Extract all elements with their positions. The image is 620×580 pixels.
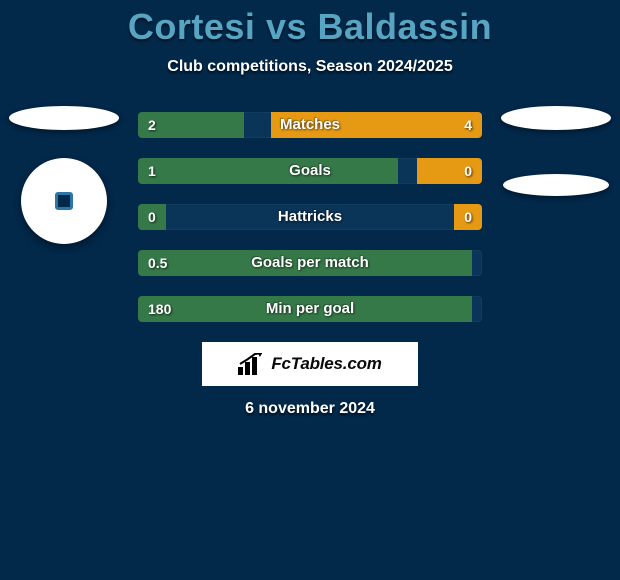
stat-row: Min per goal180 bbox=[138, 296, 482, 322]
stat-bar-left bbox=[138, 296, 472, 322]
stat-row: Matches24 bbox=[138, 112, 482, 138]
player-right-name: Baldassin bbox=[318, 6, 493, 47]
player-left-name: Cortesi bbox=[128, 6, 256, 47]
right-player-column bbox=[496, 106, 616, 196]
subtitle: Club competitions, Season 2024/2025 bbox=[0, 58, 620, 76]
page-title: Cortesi vs Baldassin bbox=[0, 6, 620, 48]
stat-bar-left bbox=[138, 250, 472, 276]
stat-bar-right bbox=[454, 204, 482, 230]
avatar-placeholder-icon bbox=[55, 192, 73, 210]
stat-bar-left bbox=[138, 204, 166, 230]
right-club-logo-2 bbox=[503, 174, 609, 196]
stat-row: Goals10 bbox=[138, 158, 482, 184]
stats-container: Matches24 Goals10 Hattricks00 Goals per mat… bbox=[138, 112, 482, 322]
stat-bar-right bbox=[271, 112, 482, 138]
left-club-logo bbox=[9, 106, 119, 130]
stat-bar-left bbox=[138, 158, 398, 184]
left-player-column bbox=[4, 106, 124, 244]
stat-row: Hattricks00 bbox=[138, 204, 482, 230]
stat-label: Hattricks bbox=[138, 204, 482, 230]
left-player-avatar bbox=[21, 158, 107, 244]
stat-bar-right bbox=[417, 158, 482, 184]
chart-icon bbox=[238, 353, 264, 375]
page-root: Cortesi vs Baldassin Club competitions, … bbox=[0, 0, 620, 580]
stat-bar-left bbox=[138, 112, 244, 138]
vs-text: vs bbox=[266, 6, 307, 47]
brand-box[interactable]: FcTables.com bbox=[202, 342, 418, 386]
content-area: Matches24 Goals10 Hattricks00 Goals per mat… bbox=[0, 112, 620, 418]
stat-row: Goals per match0.5 bbox=[138, 250, 482, 276]
footer-date: 6 november 2024 bbox=[0, 400, 620, 418]
brand-text: FcTables.com bbox=[271, 354, 381, 374]
right-club-logo bbox=[501, 106, 611, 130]
